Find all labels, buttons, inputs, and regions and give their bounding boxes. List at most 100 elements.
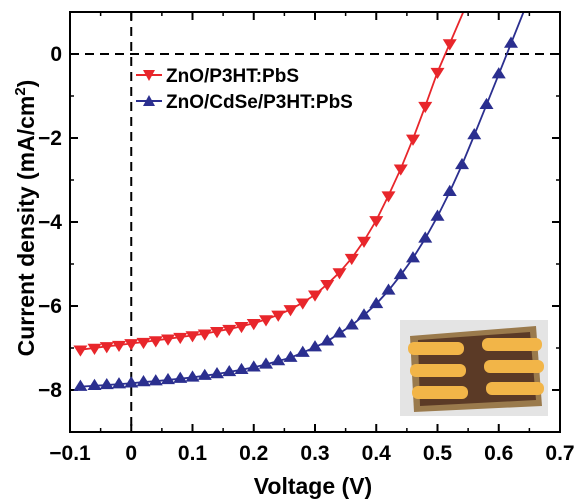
y-tick-label: −8 xyxy=(38,379,62,402)
data-point-1 xyxy=(210,327,224,339)
data-point-1 xyxy=(173,332,188,345)
data-point-2 xyxy=(418,231,433,243)
x-axis-title: Voltage (V) xyxy=(254,473,372,499)
data-point-1 xyxy=(393,164,408,176)
data-point-2 xyxy=(259,357,273,369)
data-point-1 xyxy=(442,39,457,51)
data-point-1 xyxy=(369,216,384,228)
data-point-2 xyxy=(442,184,457,196)
data-point-1 xyxy=(295,298,310,310)
legend-marker-2 xyxy=(143,95,155,106)
data-point-1 xyxy=(99,342,114,354)
data-point-1 xyxy=(136,337,151,350)
data-point-2 xyxy=(246,360,261,372)
data-point-1 xyxy=(246,319,261,331)
y-axis-title-tail: ) xyxy=(13,80,39,88)
data-point-2 xyxy=(344,318,359,330)
data-point-1 xyxy=(112,340,126,353)
data-point-2 xyxy=(491,67,506,79)
plot-area: −0.1 0 0.1 0.2 0.3 0.4 0.5 0.6 0.7 0 −2 −4 −6 −8 xyxy=(38,11,575,465)
data-point-2 xyxy=(369,296,384,309)
x-tick-label: 0.2 xyxy=(239,442,268,465)
x-tick-label: −0.1 xyxy=(49,442,91,465)
data-point-1 xyxy=(283,305,298,317)
data-point-2 xyxy=(185,370,200,382)
data-point-1 xyxy=(148,336,163,348)
data-point-2 xyxy=(430,209,445,221)
data-point-2 xyxy=(73,379,88,391)
legend-entry-1: ZnO/P3HT:PbS xyxy=(136,66,299,87)
data-point-1 xyxy=(381,191,396,203)
data-point-2 xyxy=(136,375,151,387)
data-point-2 xyxy=(99,377,114,390)
data-point-2 xyxy=(455,157,469,170)
x-tick-label: 0.4 xyxy=(362,442,392,465)
y-tick-label: −2 xyxy=(38,127,62,150)
data-point-1 xyxy=(259,315,273,327)
data-point-2 xyxy=(295,345,310,357)
series-1 xyxy=(73,12,465,357)
data-point-1 xyxy=(332,268,347,280)
data-point-1 xyxy=(185,331,200,343)
data-point-1 xyxy=(430,67,445,80)
data-point-2 xyxy=(87,378,102,390)
data-point-2 xyxy=(112,377,126,389)
data-point-2 xyxy=(210,367,224,379)
data-point-1 xyxy=(73,345,88,357)
x-tick-label: 0.1 xyxy=(178,442,208,465)
series-2 xyxy=(73,12,525,391)
data-point-2 xyxy=(148,374,163,386)
legend-entry-2: ZnO/CdSe/P3HT:PbS xyxy=(136,92,353,113)
x-tick-label: 0.5 xyxy=(423,442,453,465)
data-point-1 xyxy=(418,101,433,114)
data-point-2 xyxy=(222,364,237,377)
legend: ZnO/P3HT:PbS ZnO/CdSe/P3HT:PbS xyxy=(136,66,353,113)
data-point-1 xyxy=(271,310,286,322)
data-point-2 xyxy=(332,326,347,338)
data-point-2 xyxy=(308,340,322,352)
legend-label-2: ZnO/CdSe/P3HT:PbS xyxy=(166,92,353,113)
x-tick-label: 0 xyxy=(125,442,137,465)
data-point-1 xyxy=(344,253,359,266)
data-point-1 xyxy=(87,343,102,355)
x-tick-label: 0.7 xyxy=(545,442,574,465)
data-point-2 xyxy=(320,334,335,346)
data-point-1 xyxy=(406,134,420,146)
x-tick-label: 0.6 xyxy=(484,442,513,465)
data-point-2 xyxy=(234,362,249,375)
data-point-2 xyxy=(406,251,420,263)
data-point-2 xyxy=(479,97,494,110)
data-point-2 xyxy=(504,36,518,48)
y-axis-title-superscript: 2 xyxy=(12,87,29,95)
y-axis-title: Current density (mA/cm2) xyxy=(12,80,39,357)
data-point-2 xyxy=(393,267,408,280)
data-point-2 xyxy=(283,350,298,362)
data-point-1 xyxy=(308,290,322,302)
data-point-2 xyxy=(467,128,482,140)
data-point-2 xyxy=(161,372,175,385)
plot-frame xyxy=(69,11,561,433)
y-tick-label: 0 xyxy=(50,43,62,66)
data-point-2 xyxy=(173,371,188,383)
data-point-2 xyxy=(357,308,371,320)
legend-marker-1 xyxy=(143,70,155,81)
data-point-1 xyxy=(234,321,249,334)
data-point-1 xyxy=(357,236,371,248)
y-axis-title-main: Current density (mA/cm xyxy=(13,96,39,357)
gold-electrodes xyxy=(408,338,544,399)
data-point-1 xyxy=(222,324,237,337)
x-tick-label: 0.3 xyxy=(300,442,329,465)
data-point-1 xyxy=(124,339,139,351)
data-point-1 xyxy=(320,279,335,292)
y-tick-label: −6 xyxy=(38,295,62,318)
device-photo-inset xyxy=(400,320,548,416)
data-point-2 xyxy=(197,368,212,380)
y-tick-label: −4 xyxy=(38,211,62,234)
legend-label-1: ZnO/P3HT:PbS xyxy=(166,66,299,87)
data-point-1 xyxy=(197,329,212,341)
data-point-2 xyxy=(271,354,286,366)
data-point-2 xyxy=(381,283,396,295)
data-point-1 xyxy=(161,334,175,346)
